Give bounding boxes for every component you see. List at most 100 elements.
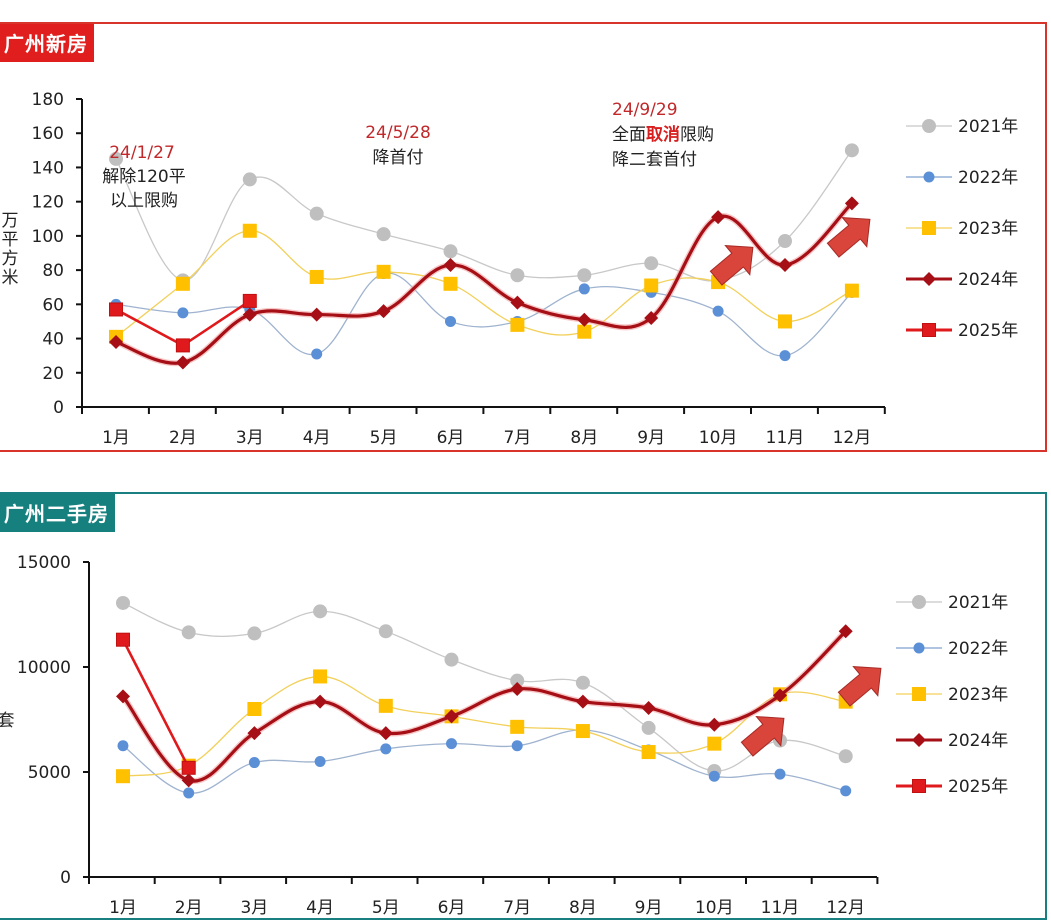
data-point (175, 355, 190, 370)
data-point (175, 276, 190, 291)
data-point (510, 295, 525, 310)
y-tick-label: 160 (32, 124, 64, 144)
legend-marker (922, 221, 936, 235)
data-point (309, 307, 324, 322)
legend-label: 2024年 (958, 270, 1018, 290)
x-tick-label: 10月 (699, 428, 738, 448)
x-tick-label: 11月 (766, 428, 805, 448)
data-point (577, 312, 592, 327)
data-point (510, 317, 525, 332)
trend-arrow-icon (826, 217, 871, 258)
annotation-segment: 取消 (646, 124, 680, 145)
chart-panel-resale-homes: 广州二手房 (0, 492, 1047, 920)
annotation-text: 降首付 (373, 148, 424, 168)
annotation-date: 24/1/27 (109, 143, 175, 163)
x-tick-label: 3月 (236, 428, 264, 448)
data-point (177, 307, 189, 319)
data-point (242, 223, 257, 238)
y-tick-label: 100 (32, 227, 64, 247)
data-point (778, 257, 792, 272)
y-tick-label: 120 (32, 193, 64, 213)
data-point (376, 227, 391, 242)
y-axis-label: 米 (2, 268, 19, 288)
y-tick-label: 40 (42, 330, 64, 350)
data-point (443, 244, 458, 259)
data-point (109, 151, 123, 166)
data-point (644, 278, 659, 293)
legend-label: 2025年 (958, 321, 1018, 341)
legend-marker (922, 119, 936, 133)
x-tick-label: 12月 (833, 428, 872, 448)
annotation-text: 解除120平 (102, 167, 185, 187)
data-point (844, 283, 859, 298)
data-point (778, 314, 792, 329)
x-tick-label: 6月 (437, 428, 465, 448)
data-point (175, 338, 190, 353)
annotation-segment: 限购 (680, 125, 714, 145)
y-tick-label: 80 (42, 261, 64, 281)
data-point (644, 311, 659, 326)
x-tick-label: 7月 (503, 428, 531, 448)
legend-marker (922, 323, 936, 337)
panel-title: 广州新房 (0, 24, 94, 62)
y-tick-label: 140 (32, 158, 64, 178)
x-tick-label: 1月 (102, 428, 130, 448)
data-point (376, 264, 391, 279)
x-tick-label: 8月 (570, 428, 598, 448)
legend-label: 2023年 (958, 219, 1018, 239)
y-axis-label: 方 (2, 249, 19, 269)
data-point (443, 257, 458, 272)
data-point (577, 268, 592, 283)
arrow-shape (709, 245, 754, 286)
data-point (578, 283, 590, 295)
series-2024 (109, 196, 859, 370)
annotation-date: 24/5/28 (365, 123, 431, 143)
data-point (711, 210, 726, 225)
chart-new-homes: 0 20 40 60 80 100 120 140 160 180 1月 2月 3月 4月 5月 6月 7月 8月… (2, 90, 1019, 448)
y-tick-label: 60 (42, 295, 64, 315)
legend-item-2021: 2021年 (906, 117, 1018, 137)
data-point (311, 348, 323, 360)
data-point (445, 315, 456, 327)
arrow-shape (826, 217, 871, 258)
annotation-date: 24/9/29 (612, 100, 678, 120)
data-point (778, 234, 792, 249)
data-point (309, 206, 324, 221)
data-point (779, 350, 791, 362)
data-point (242, 307, 257, 322)
x-tick-label: 4月 (303, 428, 331, 448)
data-point (844, 143, 859, 158)
data-point (109, 334, 123, 349)
x-tick-label: 2月 (169, 428, 197, 448)
data-point (510, 268, 525, 283)
legend-label: 2022年 (958, 168, 1018, 188)
legend-marker (923, 171, 935, 183)
legend-label: 2021年 (958, 117, 1018, 137)
annotation-text: 以上限购 (110, 191, 178, 211)
data-point (712, 305, 724, 317)
y-tick-label: 0 (53, 398, 64, 418)
data-point (376, 304, 391, 319)
x-tick-label: 5月 (370, 428, 398, 448)
y-axis-label: 万 (2, 211, 19, 231)
series-2025 (109, 293, 257, 353)
data-point (309, 269, 324, 284)
legend-item-2025: 2025年 (906, 321, 1018, 341)
annotation-segment: 全面 (612, 125, 646, 145)
y-axis-label: 平 (2, 230, 19, 250)
data-point (443, 276, 458, 291)
series-line (115, 272, 853, 357)
legend-marker (922, 272, 936, 286)
data-point (844, 196, 859, 211)
x-tick-label: 9月 (637, 428, 665, 448)
data-point (242, 172, 257, 187)
panel-title: 广州二手房 (0, 494, 115, 532)
data-point (644, 256, 659, 271)
legend-item-2024: 2024年 (906, 270, 1018, 290)
data-point (577, 324, 592, 339)
y-tick-label: 180 (32, 90, 64, 110)
annotation-text: 降二套首付 (612, 150, 697, 170)
trend-arrow-icon (709, 245, 754, 286)
chart-panel-new-homes: 广州新房 (0, 22, 1047, 452)
series-2023 (109, 223, 859, 344)
